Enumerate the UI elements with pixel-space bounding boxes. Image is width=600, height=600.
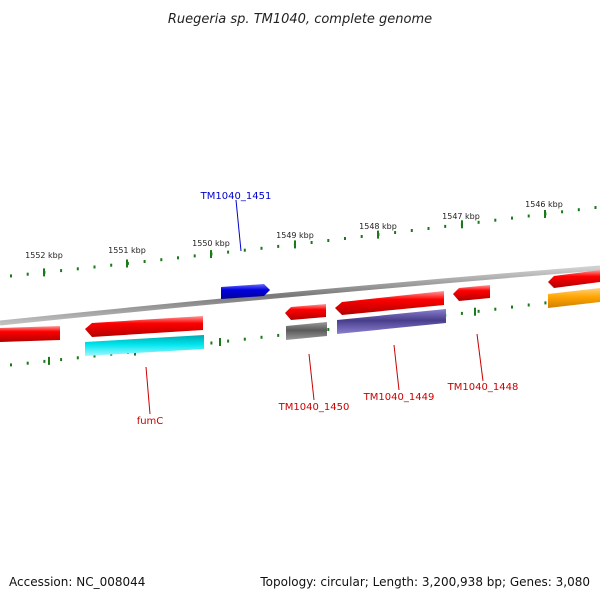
gene-arrow[interactable]	[0, 326, 60, 342]
gene-label-tm1040-1450[interactable]: TM1040_1450	[278, 402, 350, 413]
gene-arrow[interactable]	[335, 291, 444, 315]
minor-tick	[26, 361, 29, 365]
minor-tick	[544, 301, 547, 305]
topology-text: Topology: circular; Length: 3,200,938 bp…	[259, 575, 590, 589]
page-title: Ruegeria sp. TM1040, complete genome	[168, 12, 432, 27]
feature-orange[interactable]	[548, 288, 600, 308]
minor-tick	[477, 220, 480, 224]
minor-tick	[260, 335, 263, 339]
minor-tick	[143, 260, 146, 263]
accession-text: Accession: NC_008044	[9, 575, 145, 589]
gene-arrow[interactable]	[548, 270, 600, 288]
tick-label: 1547 kbp	[442, 212, 480, 221]
minor-tick	[260, 246, 263, 250]
minor-tick	[110, 263, 113, 267]
minor-tick	[10, 363, 12, 367]
leader-line	[308, 353, 315, 401]
leader-line	[393, 344, 400, 391]
minor-tick	[527, 214, 530, 218]
minor-tick	[227, 250, 230, 254]
major-tick	[48, 356, 50, 365]
gene-label-tm1040-1451[interactable]: TM1040_1451	[200, 191, 272, 202]
minor-tick	[277, 244, 280, 248]
minor-tick	[360, 235, 363, 238]
leader-line	[145, 366, 151, 415]
minor-tick	[561, 210, 564, 214]
minor-tick	[494, 218, 497, 222]
gene-label-tm1040-1448[interactable]: TM1040_1448	[447, 382, 519, 393]
outer-tick-track	[10, 206, 597, 278]
major-tick	[377, 230, 379, 239]
tick-label: 1546 kbp	[525, 200, 563, 209]
minor-tick	[394, 231, 397, 234]
major-tick	[544, 210, 546, 218]
minor-tick	[344, 237, 346, 240]
tick-label: 1550 kbp	[192, 239, 230, 248]
genome-backbone	[0, 265, 600, 326]
feature-gray[interactable]	[286, 322, 327, 340]
minor-tick	[26, 272, 29, 276]
minor-tick	[76, 356, 79, 360]
minor-tick	[310, 241, 313, 244]
minor-tick	[477, 309, 480, 313]
gene-arrow[interactable]	[285, 304, 326, 320]
minor-tick	[76, 267, 79, 271]
leader-line	[476, 333, 484, 382]
minor-tick	[327, 239, 330, 242]
minor-tick	[93, 354, 96, 358]
feature-bars	[85, 288, 600, 356]
minor-tick	[10, 274, 12, 278]
gene-label-tm1040-1449[interactable]: TM1040_1449	[363, 392, 435, 403]
minor-tick	[177, 256, 179, 260]
gene-arrow[interactable]	[453, 285, 490, 301]
tick-label: 1548 kbp	[359, 222, 397, 231]
gene-label-fumc[interactable]: fumC	[137, 416, 164, 427]
minor-tick	[511, 216, 513, 220]
major-tick	[461, 220, 463, 229]
tick-label: 1551 kbp	[108, 246, 146, 255]
minor-tick	[460, 311, 463, 315]
tick-label: 1552 kbp	[25, 251, 63, 260]
forward-genes	[221, 270, 600, 299]
feature-purple[interactable]	[337, 309, 446, 334]
minor-tick	[93, 265, 96, 269]
minor-tick	[511, 305, 513, 309]
feature-cyan[interactable]	[85, 335, 204, 356]
major-tick	[219, 338, 221, 346]
outer-tick-labels: 1552 kbp 1551 kbp 1550 kbp 1549 kbp 1548…	[25, 200, 563, 260]
minor-tick	[327, 328, 330, 331]
major-tick	[474, 307, 476, 316]
minor-tick	[43, 359, 46, 363]
minor-tick	[494, 307, 497, 311]
minor-tick	[210, 341, 213, 345]
tick-label: 1549 kbp	[276, 231, 314, 240]
reverse-genes	[0, 285, 490, 342]
minor-tick	[444, 224, 447, 228]
minor-tick	[193, 254, 196, 258]
minor-tick	[527, 303, 530, 307]
major-tick	[43, 268, 45, 277]
major-tick	[294, 240, 296, 249]
minor-tick	[577, 208, 580, 212]
gene-labels: TM1040_1451 fumC TM1040_1450 TM1040_1449…	[137, 191, 519, 427]
gene-arrow[interactable]	[221, 284, 270, 299]
minor-tick	[243, 248, 246, 252]
minor-tick	[60, 358, 63, 362]
minor-tick	[227, 339, 230, 343]
minor-tick	[594, 206, 597, 209]
major-tick	[126, 259, 128, 268]
minor-tick	[277, 333, 280, 337]
gene-arrow[interactable]	[85, 316, 203, 337]
minor-tick	[160, 258, 163, 262]
label-leaders	[145, 199, 484, 415]
leader-line	[235, 199, 242, 252]
minor-tick	[410, 229, 413, 232]
major-tick	[210, 250, 212, 259]
minor-tick	[427, 227, 430, 230]
minor-tick	[243, 337, 246, 341]
minor-tick	[60, 269, 63, 273]
